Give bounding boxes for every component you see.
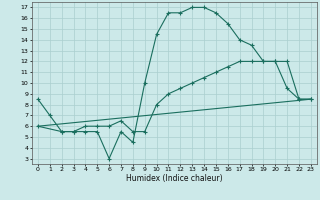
X-axis label: Humidex (Indice chaleur): Humidex (Indice chaleur) xyxy=(126,174,223,183)
